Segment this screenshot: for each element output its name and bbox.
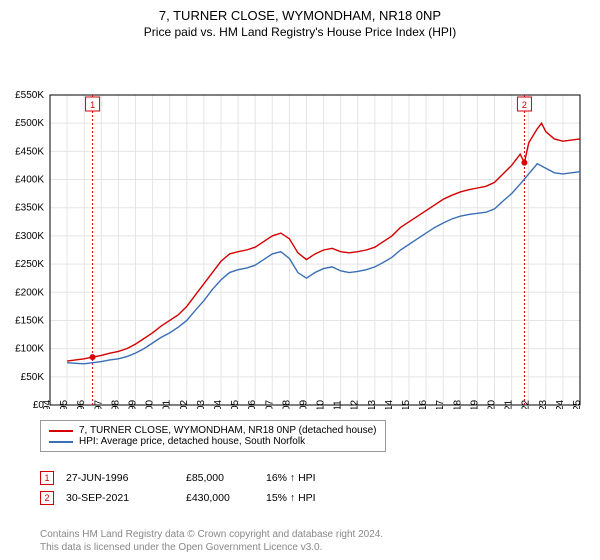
svg-text:2019: 2019 (469, 399, 480, 409)
svg-text:1994: 1994 (42, 399, 53, 409)
legend-label: 7, TURNER CLOSE, WYMONDHAM, NR18 0NP (de… (79, 425, 377, 436)
svg-text:2006: 2006 (247, 399, 258, 409)
svg-text:£450K: £450K (15, 146, 44, 157)
svg-text:2021: 2021 (504, 399, 515, 409)
svg-text:2009: 2009 (298, 399, 309, 409)
svg-text:£550K: £550K (15, 90, 44, 101)
svg-text:2005: 2005 (230, 399, 241, 409)
svg-text:2024: 2024 (555, 399, 566, 409)
svg-text:1996: 1996 (76, 399, 87, 409)
svg-text:£100K: £100K (15, 344, 44, 355)
transaction-date: 30-SEP-2021 (66, 492, 186, 504)
svg-text:2025: 2025 (572, 399, 583, 409)
svg-text:2008: 2008 (281, 399, 292, 409)
svg-text:1999: 1999 (127, 399, 138, 409)
footer-line-2: This data is licensed under the Open Gov… (40, 541, 383, 554)
svg-text:2007: 2007 (264, 399, 275, 409)
footer-attribution: Contains HM Land Registry data © Crown c… (40, 528, 383, 554)
transaction-marker: 1 (40, 471, 54, 485)
svg-text:1995: 1995 (59, 399, 70, 409)
svg-text:2017: 2017 (435, 399, 446, 409)
svg-text:2004: 2004 (213, 399, 224, 409)
legend-item: 7, TURNER CLOSE, WYMONDHAM, NR18 0NP (de… (49, 425, 377, 436)
svg-text:2023: 2023 (538, 399, 549, 409)
svg-text:£300K: £300K (15, 231, 44, 242)
svg-text:2020: 2020 (487, 399, 498, 409)
svg-text:£150K: £150K (15, 315, 44, 326)
legend: 7, TURNER CLOSE, WYMONDHAM, NR18 0NP (de… (40, 420, 386, 452)
chart-container: 7, TURNER CLOSE, WYMONDHAM, NR18 0NP Pri… (0, 0, 600, 560)
title-block: 7, TURNER CLOSE, WYMONDHAM, NR18 0NP Pri… (0, 0, 600, 39)
transaction-row: 2 30-SEP-2021£430,00015% ↑ HPI (40, 488, 346, 508)
svg-text:2013: 2013 (367, 399, 378, 409)
svg-text:2014: 2014 (384, 399, 395, 409)
svg-text:1998: 1998 (110, 399, 121, 409)
svg-text:2010: 2010 (316, 399, 327, 409)
svg-text:£50K: £50K (21, 372, 45, 383)
footer-line-1: Contains HM Land Registry data © Crown c… (40, 528, 383, 541)
legend-swatch (49, 430, 73, 432)
transaction-diff: 15% ↑ HPI (266, 492, 346, 504)
svg-text:2015: 2015 (401, 399, 412, 409)
transaction-table: 1 27-JUN-1996£85,00016% ↑ HPI 2 30-SEP-2021… (40, 468, 346, 508)
svg-text:2011: 2011 (333, 400, 344, 409)
svg-text:2016: 2016 (418, 399, 429, 409)
svg-text:1: 1 (90, 100, 95, 110)
svg-text:2002: 2002 (179, 399, 190, 409)
svg-text:2000: 2000 (145, 399, 156, 409)
svg-text:2018: 2018 (452, 399, 463, 409)
svg-text:£400K: £400K (15, 175, 44, 186)
svg-text:£350K: £350K (15, 203, 44, 214)
svg-text:£200K: £200K (15, 287, 44, 298)
transaction-row: 1 27-JUN-1996£85,00016% ↑ HPI (40, 468, 346, 488)
transaction-marker: 2 (40, 491, 54, 505)
transaction-diff: 16% ↑ HPI (266, 472, 346, 484)
transaction-price: £85,000 (186, 472, 266, 484)
svg-text:1997: 1997 (93, 399, 104, 409)
legend-item: HPI: Average price, detached house, Sout… (49, 436, 377, 447)
chart-title: 7, TURNER CLOSE, WYMONDHAM, NR18 0NP (0, 8, 600, 23)
svg-text:£250K: £250K (15, 259, 44, 270)
transaction-price: £430,000 (186, 492, 266, 504)
chart-subtitle: Price paid vs. HM Land Registry's House … (0, 25, 600, 39)
chart-plot: £0£50K£100K£150K£200K£250K£300K£350K£400… (0, 39, 600, 409)
transaction-date: 27-JUN-1996 (66, 472, 186, 484)
svg-text:2001: 2001 (162, 399, 173, 409)
svg-text:2012: 2012 (350, 399, 361, 409)
svg-text:2022: 2022 (521, 399, 532, 409)
svg-text:£500K: £500K (15, 118, 44, 129)
legend-swatch (49, 441, 73, 443)
svg-text:2: 2 (522, 100, 527, 110)
svg-text:2003: 2003 (196, 399, 207, 409)
legend-label: HPI: Average price, detached house, Sout… (79, 436, 305, 447)
